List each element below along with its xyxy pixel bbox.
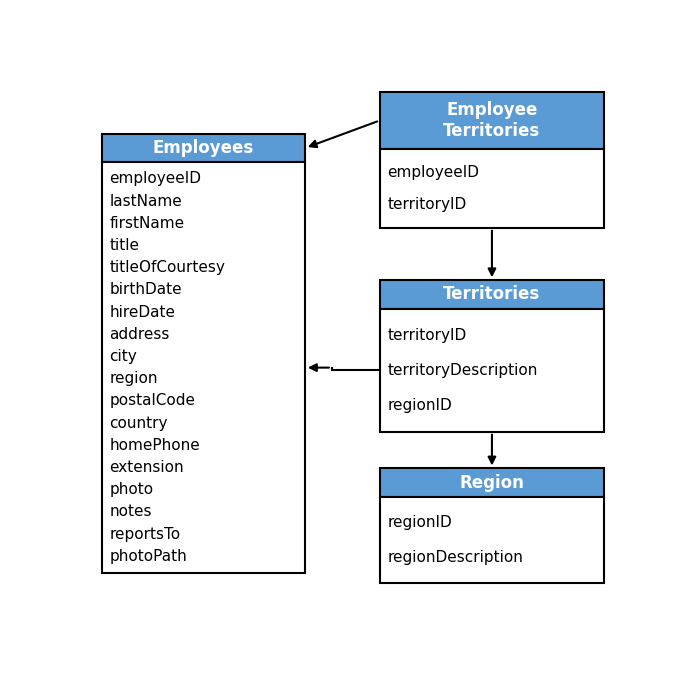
- Bar: [380, 309, 604, 432]
- Text: Employees: Employees: [153, 139, 254, 157]
- Text: employeeID: employeeID: [110, 172, 202, 187]
- Text: region: region: [110, 371, 158, 386]
- Text: country: country: [110, 416, 168, 430]
- Text: Employee
Territories: Employee Territories: [443, 101, 541, 139]
- Text: address: address: [110, 327, 170, 342]
- Text: postalCode: postalCode: [110, 393, 196, 409]
- Text: birthDate: birthDate: [110, 282, 183, 297]
- Text: reportsTo: reportsTo: [110, 527, 181, 542]
- Bar: [380, 149, 604, 228]
- Text: title: title: [110, 238, 140, 253]
- Bar: [102, 134, 305, 162]
- Bar: [102, 162, 305, 573]
- Text: regionDescription: regionDescription: [387, 550, 523, 565]
- Text: territoryDescription: territoryDescription: [387, 363, 537, 378]
- Bar: [380, 92, 604, 149]
- Text: territoryID: territoryID: [387, 327, 466, 343]
- Text: city: city: [110, 349, 137, 364]
- Text: photo: photo: [110, 482, 154, 497]
- Bar: [380, 280, 604, 309]
- Text: Region: Region: [460, 474, 524, 492]
- Text: extension: extension: [110, 460, 184, 475]
- Bar: [380, 469, 604, 497]
- Text: titleOfCourtesy: titleOfCourtesy: [110, 260, 225, 275]
- Text: homePhone: homePhone: [110, 438, 200, 453]
- Text: regionID: regionID: [387, 515, 452, 530]
- Text: lastName: lastName: [110, 194, 183, 208]
- Text: Territories: Territories: [443, 285, 541, 304]
- Text: firstName: firstName: [110, 216, 185, 231]
- Text: employeeID: employeeID: [387, 165, 480, 180]
- Bar: [380, 497, 604, 583]
- Text: regionID: regionID: [387, 398, 452, 413]
- Text: territoryID: territoryID: [387, 197, 466, 212]
- Text: hireDate: hireDate: [110, 305, 176, 320]
- Text: notes: notes: [110, 504, 152, 519]
- Text: photoPath: photoPath: [110, 549, 187, 564]
